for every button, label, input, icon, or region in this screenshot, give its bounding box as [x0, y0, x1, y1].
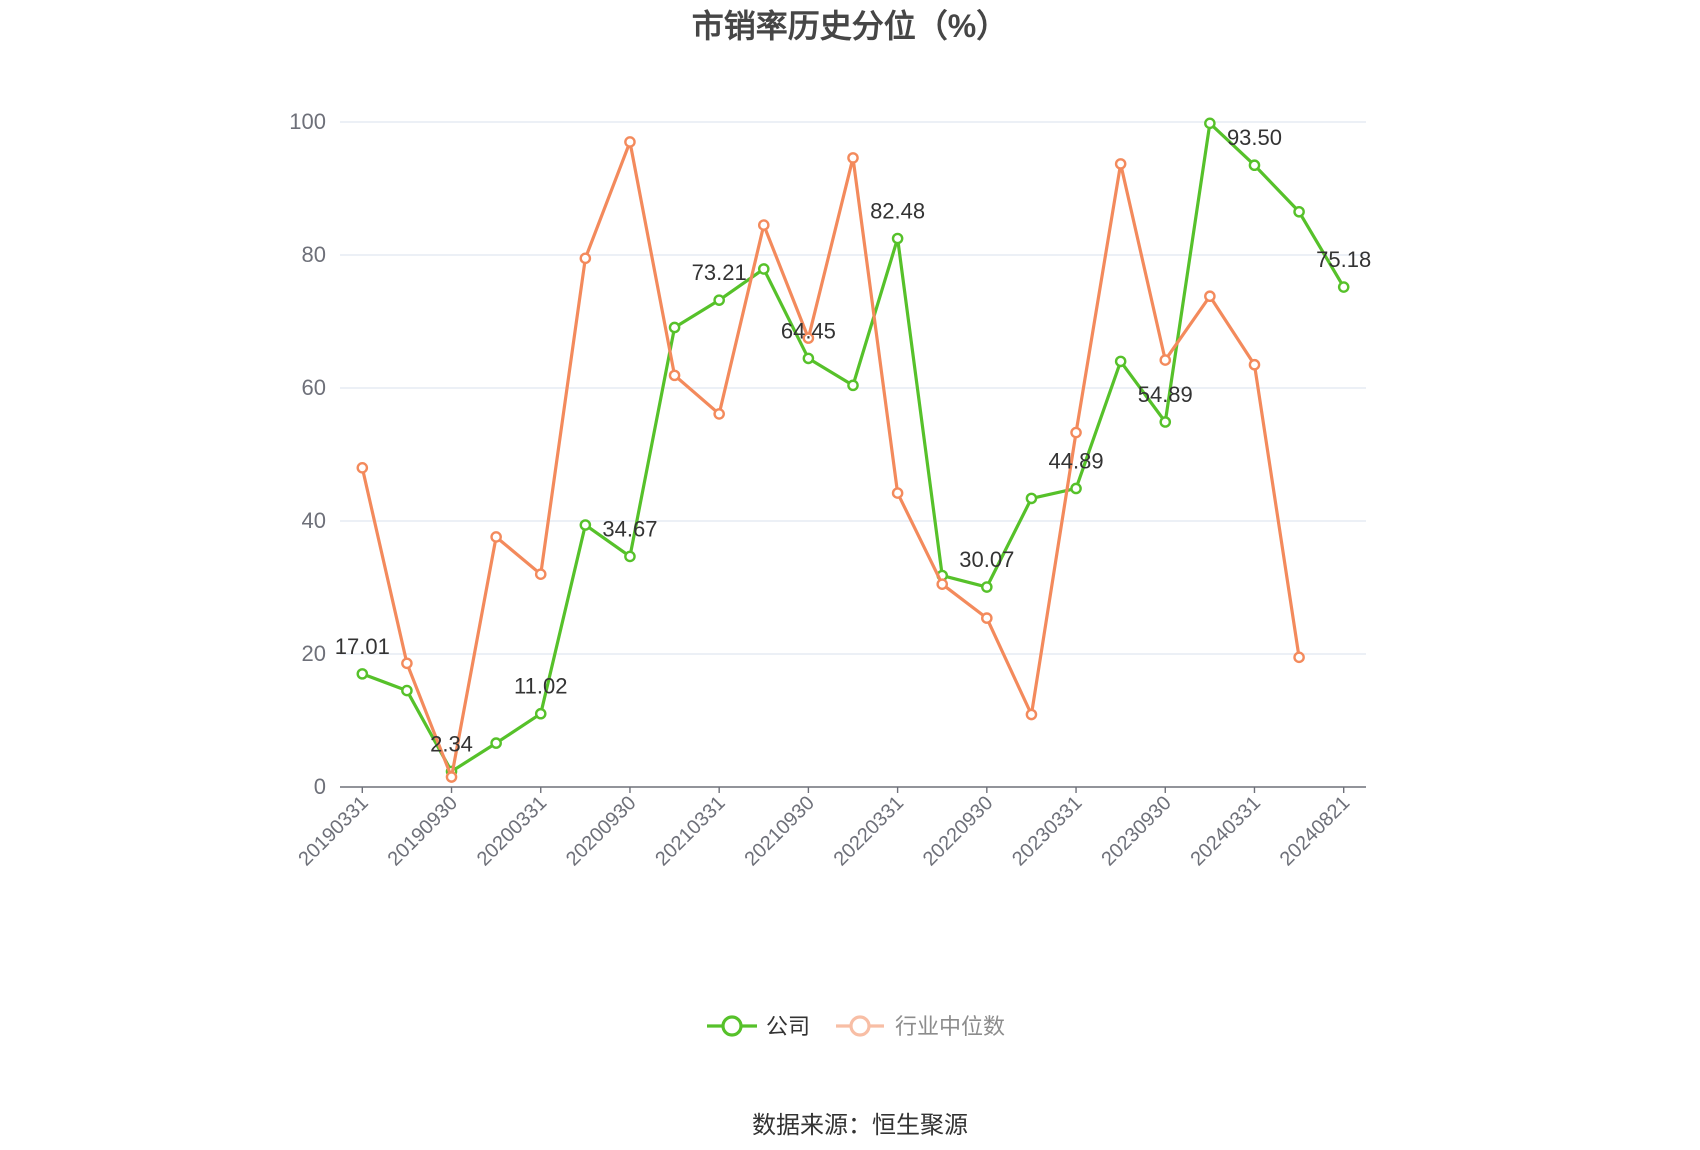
- data-point-industry-median: [1293, 651, 1305, 664]
- data-label-company: 30.07: [959, 547, 1014, 572]
- legend-item-industry-median[interactable]: 行业中位数: [836, 1014, 1005, 1039]
- data-label-company: 73.21: [692, 260, 747, 285]
- x-tick-label: 20200930: [562, 792, 640, 870]
- data-point-company: [1204, 117, 1216, 130]
- data-point-company: [579, 519, 592, 531]
- data-point-industry-median: [713, 408, 725, 420]
- y-tick-label: 80: [302, 242, 326, 267]
- data-point-company: [757, 263, 770, 275]
- x-tick-label: 20230930: [1097, 792, 1175, 870]
- data-point-industry-median: [847, 152, 859, 164]
- data-point-industry-median: [936, 578, 949, 590]
- data-point-company: [624, 550, 636, 563]
- legend-industry-median-line-icon: [836, 1015, 884, 1037]
- y-tick-label: 0: [314, 774, 326, 799]
- y-tick-label: 40: [302, 508, 326, 533]
- data-point-company: [1248, 159, 1261, 172]
- data-source-note: 数据来源：恒生聚源: [752, 1112, 968, 1139]
- data-point-company: [401, 684, 413, 697]
- data-point-company: [490, 737, 502, 749]
- data-point-company: [802, 352, 815, 365]
- data-label-company: 75.18: [1316, 247, 1371, 272]
- x-tick-label: 20220331: [830, 792, 908, 870]
- x-tick-label: 20240821: [1276, 792, 1354, 870]
- legend: 公司 行业中位数: [707, 1014, 1005, 1039]
- series-industry-median: [356, 136, 1305, 783]
- data-point-company: [1025, 492, 1038, 505]
- data-point-company: [891, 232, 904, 245]
- series-line-company: [360, 121, 1346, 774]
- series-line-industry-median: [360, 140, 1301, 779]
- data-point-company: [1337, 281, 1350, 293]
- data-point-company: [668, 321, 681, 334]
- legend-company-line-icon: [707, 1015, 757, 1037]
- y-tick-label: 100: [289, 109, 326, 134]
- data-point-industry-median: [1025, 708, 1038, 721]
- chart-title: 市销率历史分位（%）: [692, 8, 1008, 44]
- x-axis: 20190331 20190930 20200331 20200930 20210331…: [294, 786, 1366, 870]
- data-point-company: [981, 581, 993, 593]
- data-point-industry-median: [1070, 426, 1082, 439]
- y-tick-label: 60: [302, 375, 326, 400]
- data-point-company: [356, 668, 369, 680]
- x-tick-label: 20210930: [740, 792, 818, 870]
- x-tick-label: 20200331: [473, 792, 551, 870]
- data-label-company: 44.89: [1049, 448, 1104, 473]
- data-label-company: 17.01: [335, 634, 390, 659]
- data-label-company: 64.45: [781, 318, 836, 343]
- data-point-industry-median: [1248, 358, 1261, 371]
- legend-label-industry-median: 行业中位数: [895, 1014, 1005, 1039]
- data-point-industry-median: [1159, 354, 1172, 366]
- x-tick-label: 20230331: [1008, 792, 1086, 870]
- data-point-industry-median: [802, 332, 815, 344]
- data-point-industry-median: [1114, 158, 1127, 170]
- x-tick-label: 20240331: [1187, 792, 1265, 870]
- x-tick-label: 20210331: [651, 792, 729, 870]
- data-point-industry-median: [490, 531, 502, 543]
- data-point-company: [1293, 205, 1305, 218]
- x-tick-label: 20220930: [919, 792, 997, 870]
- y-tick-label: 20: [302, 641, 326, 666]
- plot-area: [356, 117, 1350, 783]
- data-label-company: 93.50: [1227, 125, 1282, 150]
- legend-label-company: 公司: [766, 1014, 810, 1039]
- data-label-company: 54.89: [1138, 382, 1193, 407]
- data-point-industry-median: [757, 219, 770, 231]
- data-point-industry-median: [356, 461, 369, 474]
- data-point-industry-median: [624, 136, 636, 148]
- data-point-industry-median: [445, 771, 458, 783]
- data-point-industry-median: [668, 369, 681, 382]
- data-point-company: [1070, 482, 1082, 495]
- legend-item-company[interactable]: 公司: [707, 1014, 810, 1039]
- data-point-industry-median: [891, 487, 904, 499]
- data-label-company: 82.48: [870, 199, 925, 224]
- x-tick-label: 20190331: [294, 792, 372, 870]
- data-point-company: [1159, 416, 1172, 428]
- y-axis: 0 20 40 60 80 100: [289, 109, 326, 799]
- data-point-industry-median: [579, 252, 592, 265]
- x-tick-label: 20190930: [384, 792, 462, 870]
- series-company: [356, 117, 1350, 778]
- data-point-company: [713, 294, 725, 306]
- data-point-industry-median: [981, 612, 993, 624]
- data-point-company: [534, 707, 547, 720]
- data-point-industry-median: [1204, 290, 1216, 303]
- data-point-industry-median: [401, 657, 413, 670]
- data-point-industry-median: [534, 568, 547, 581]
- data-label-company: 34.67: [602, 516, 657, 541]
- data-label-company: 2.34: [430, 731, 473, 756]
- data-labels: 17.01 2.34 11.02 34.67 73.21 64.45 82.48 30.07 4…: [335, 125, 1371, 756]
- data-point-company: [847, 379, 859, 392]
- data-label-company: 11.02: [514, 674, 567, 699]
- data-point-company: [1114, 355, 1127, 368]
